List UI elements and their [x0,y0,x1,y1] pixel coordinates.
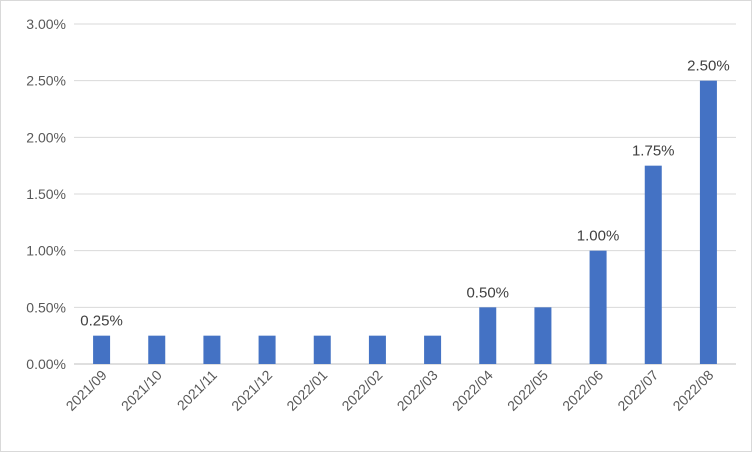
x-tick-label: 2022/06 [559,367,606,414]
y-tick-label: 0.00% [26,356,66,372]
x-tick-label: 2022/07 [614,367,661,414]
bar-2022-01 [313,335,331,364]
x-tick-label: 2021/10 [118,367,165,414]
data-label: 1.00% [577,228,620,245]
data-label: 2.50% [687,58,730,75]
data-label: 0.25% [80,313,123,330]
x-tick-label: 2022/05 [504,367,551,414]
y-tick-label: 2.50% [26,73,66,89]
x-tick-label: 2021/11 [174,367,221,414]
y-tick-label: 1.00% [26,243,66,259]
x-tick-label: 2021/09 [63,367,110,414]
bar-2022-07 [644,165,662,364]
x-tick-label: 2021/12 [228,367,275,414]
data-label: 1.75% [632,143,675,160]
x-tick-label: 2022/02 [338,367,385,414]
bar-2021-09 [93,335,111,364]
bar-2022-06 [589,250,607,364]
bar-2022-04 [479,307,497,364]
bar-2022-05 [534,307,552,364]
x-tick-label: 2022/08 [669,367,716,414]
data-label: 0.50% [466,284,509,301]
bar-2022-08 [699,80,717,365]
bar-2022-03 [424,335,442,364]
bar-2021-10 [148,335,166,364]
x-tick-label: 2022/03 [394,367,441,414]
x-tick-label: 2022/01 [283,367,330,414]
y-tick-label: 0.50% [26,299,66,315]
x-tick-label: 2022/04 [449,367,496,414]
y-tick-label: 3.00% [26,16,66,32]
bar-2021-11 [203,335,221,364]
bar-2022-02 [368,335,386,364]
y-tick-label: 1.50% [26,186,66,202]
y-tick-label: 2.00% [26,129,66,145]
bar-2021-12 [258,335,276,364]
